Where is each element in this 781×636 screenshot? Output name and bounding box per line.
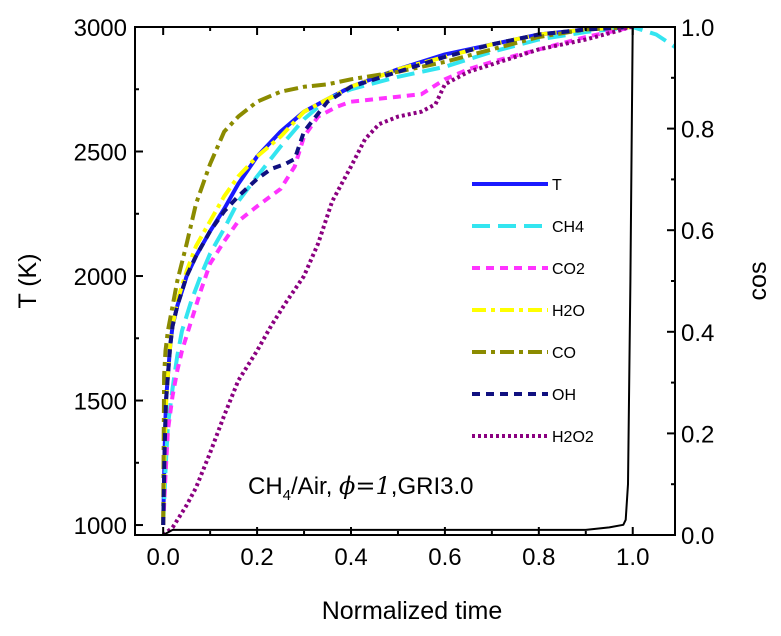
legend-label-ch4: CH4 bbox=[552, 219, 584, 236]
y-tick-label: 2500 bbox=[74, 140, 127, 167]
y-tick-label: 1500 bbox=[74, 389, 127, 416]
x-tick-label: 0.0 bbox=[146, 544, 179, 571]
series-line-co bbox=[161, 27, 633, 526]
x-tick-label: 0.8 bbox=[522, 544, 555, 571]
y2-tick-label: 0.4 bbox=[681, 320, 714, 347]
legend-label-t: T bbox=[552, 177, 562, 194]
y2-tick-label: 0.2 bbox=[681, 421, 714, 448]
legend-label-co: CO bbox=[552, 345, 576, 362]
y-tick-label: 2000 bbox=[74, 264, 127, 291]
y-tick-label: 1000 bbox=[74, 513, 127, 540]
annotation-species: CH bbox=[248, 473, 283, 500]
series-line-co2 bbox=[161, 27, 634, 526]
y2-axis-title: cos bbox=[744, 262, 772, 301]
legend-label-h2o: H2O bbox=[552, 303, 585, 320]
x-tick-label: 1.0 bbox=[616, 544, 649, 571]
y-axis-title: T (K) bbox=[14, 253, 42, 308]
annotation-mechanism: ,GRI3.0 bbox=[391, 473, 474, 500]
legend: T CH4 CO2 H2O CO OH H2O2 bbox=[472, 177, 594, 446]
series-layer bbox=[161, 27, 675, 535]
legend-label-oh: OH bbox=[552, 387, 576, 404]
y2-tick-label: 0.6 bbox=[681, 218, 714, 245]
axes-layer: 0.0 0.2 0.4 0.6 0.8 1.0 1000 1500 2000 2500 3000 0.… bbox=[74, 15, 715, 571]
y2-tick-label: 0.8 bbox=[681, 117, 714, 144]
chart-annotation: CH4/Air, ϕ=1,GRI3.0 bbox=[248, 472, 473, 504]
legend-label-co2: CO2 bbox=[552, 261, 585, 278]
x-tick-label: 0.2 bbox=[240, 544, 273, 571]
series-line-ch4 bbox=[161, 27, 675, 526]
annotation-phi: ϕ=1 bbox=[339, 472, 391, 500]
y2-tick-label: 0.0 bbox=[681, 523, 714, 550]
y2-tick-label: 1.0 bbox=[681, 15, 714, 42]
series-line-oh bbox=[161, 27, 633, 526]
plot-frame bbox=[134, 26, 676, 536]
x-tick-label: 0.4 bbox=[334, 544, 367, 571]
legend-label-h2o2: H2O2 bbox=[552, 429, 594, 446]
series-line-cos bbox=[162, 27, 634, 535]
series-line-h2o2 bbox=[161, 27, 633, 535]
x-axis-title: Normalized time bbox=[322, 597, 503, 625]
y-tick-label: 3000 bbox=[74, 15, 127, 42]
x-tick-label: 0.6 bbox=[428, 544, 461, 571]
annotation-subscript: 4 bbox=[283, 487, 291, 504]
annotation-rest: /Air, bbox=[291, 473, 339, 500]
